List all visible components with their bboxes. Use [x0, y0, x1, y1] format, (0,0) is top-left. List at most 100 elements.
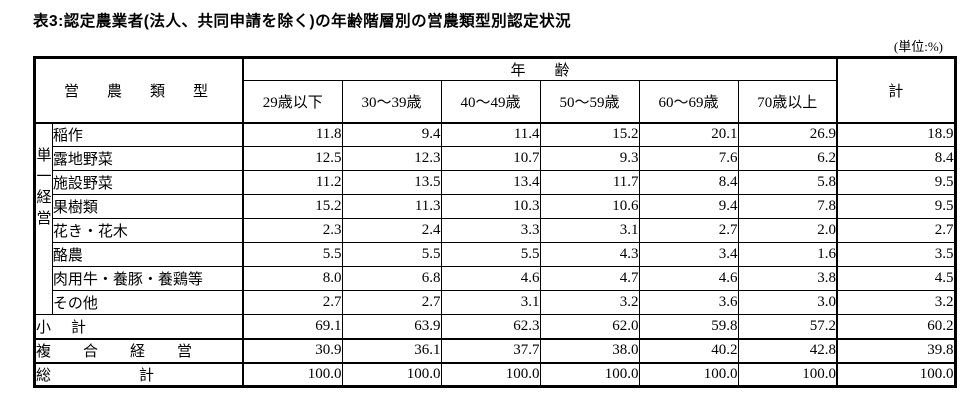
- value-cell: 8.4: [638, 170, 739, 195]
- value-cell: 5.8: [737, 170, 838, 195]
- table-row-other: その他 2.7 2.7 3.1 3.2 3.6 3.0 3.2: [35, 290, 956, 315]
- row-label: 果樹類: [51, 194, 244, 219]
- value-cell: 18.9: [836, 121, 956, 147]
- header-row-top: 営農類型 年齢 計: [34, 57, 956, 123]
- value-cell: 100.0: [341, 361, 442, 387]
- value-cell: 5.5: [242, 242, 343, 267]
- value-cell: 100.0: [737, 361, 838, 387]
- value-cell: 9.4: [638, 194, 739, 219]
- value-cell: 69.1: [242, 314, 343, 339]
- value-cell: 36.1: [341, 337, 442, 363]
- row-label: 露地野菜: [51, 146, 244, 171]
- farming-type-header: 営農類型: [34, 57, 244, 123]
- value-cell: 2.0: [737, 218, 838, 243]
- value-cell: 39.8: [836, 337, 956, 363]
- value-cell: 100.0: [539, 361, 640, 387]
- value-cell: 60.2: [836, 314, 956, 339]
- table-row-greenhouse-vegetables: 施設野菜 11.2 13.5 13.4 11.7 8.4 5.8 9.5: [35, 170, 956, 195]
- table-row-rice: 単 一 経 営 稲作 11.8 9.4 11.4 15.2 20.1 26.9 …: [34, 121, 956, 315]
- value-cell: 63.9: [341, 314, 442, 339]
- row-label: 肉用牛・養豚・養鶏等: [51, 266, 244, 291]
- value-cell: 3.0: [737, 290, 838, 315]
- value-cell: 37.7: [440, 337, 541, 363]
- value-cell: 3.1: [440, 290, 541, 315]
- value-cell: 30.9: [242, 337, 343, 363]
- table-row-composite-management: 複合経営 30.9 36.1 37.7 38.0 40.2 42.8 39.8: [34, 337, 956, 363]
- single-management-group-label: 単 一 経 営: [34, 121, 53, 315]
- value-cell: 42.8: [737, 337, 838, 363]
- value-cell: 9.5: [836, 194, 956, 219]
- composite-management-label: 複合経営: [34, 337, 244, 363]
- value-cell: 4.6: [440, 266, 541, 291]
- value-cell: 4.5: [836, 266, 956, 291]
- table-row-open-field-vegetables: 露地野菜 12.5 12.3 10.7 9.3 7.6 6.2 8.4: [35, 146, 956, 171]
- value-cell: 15.2: [539, 121, 640, 147]
- row-label: その他: [51, 290, 244, 315]
- certification-status-table: 営農類型 年齢 計 29歳以下 30〜39歳 40〜49歳 50〜59歳 60〜…: [33, 56, 957, 388]
- age-column-header: 29歳以下: [242, 80, 343, 124]
- value-cell: 4.3: [539, 242, 640, 267]
- value-cell: 20.1: [638, 121, 739, 147]
- value-cell: 4.6: [638, 266, 739, 291]
- value-cell: 57.2: [737, 314, 838, 339]
- value-cell: 59.8: [638, 314, 739, 339]
- value-cell: 4.7: [539, 266, 640, 291]
- value-cell: 100.0: [638, 361, 739, 387]
- value-cell: 1.6: [737, 242, 838, 267]
- value-cell: 100.0: [440, 361, 541, 387]
- value-cell: 26.9: [737, 121, 838, 147]
- age-column-header: 60〜69歳: [638, 80, 739, 124]
- value-cell: 2.7: [242, 290, 343, 315]
- value-cell: 40.2: [638, 337, 739, 363]
- total-column-header: 計: [836, 57, 956, 123]
- table-row-fruit-trees: 果樹類 15.2 11.3 10.3 10.6 9.4 7.8 9.5: [35, 194, 956, 219]
- header-row-ages: 29歳以下 30〜39歳 40〜49歳 50〜59歳 60〜69歳 70歳以上: [35, 80, 956, 124]
- value-cell: 2.7: [341, 290, 442, 315]
- value-cell: 9.4: [341, 121, 442, 147]
- document-title: 表3:認定農業者(法人、共同申請を除く)の年齢階層別の営農類型別認定状況: [33, 13, 572, 30]
- value-cell: 2.4: [341, 218, 442, 243]
- subtotal-label: 小計: [34, 314, 244, 339]
- value-cell: 3.5: [836, 242, 956, 267]
- age-column-header: 40〜49歳: [440, 80, 541, 124]
- value-cell: 3.4: [638, 242, 739, 267]
- value-cell: 12.3: [341, 146, 442, 171]
- table-row-grand-total: 総計 100.0 100.0 100.0 100.0 100.0 100.0 1…: [34, 361, 956, 387]
- value-cell: 5.5: [341, 242, 442, 267]
- value-cell: 38.0: [539, 337, 640, 363]
- value-cell: 2.7: [836, 218, 956, 243]
- value-cell: 100.0: [242, 361, 343, 387]
- value-cell: 3.3: [440, 218, 541, 243]
- unit-note: (単位:%): [893, 39, 943, 54]
- age-column-header: 50〜59歳: [539, 80, 640, 124]
- value-cell: 62.3: [440, 314, 541, 339]
- table-row-subtotal: 小計 69.1 63.9 62.3 62.0 59.8 57.2 60.2: [34, 314, 956, 339]
- table-row-flowers: 花き・花木 2.3 2.4 3.3 3.1 2.7 2.0 2.7: [35, 218, 956, 243]
- value-cell: 3.6: [638, 290, 739, 315]
- table-row-dairy: 酪農 5.5 5.5 5.5 4.3 3.4 1.6 3.5: [35, 242, 956, 267]
- value-cell: 2.7: [638, 218, 739, 243]
- value-cell: 10.7: [440, 146, 541, 171]
- value-cell: 5.5: [440, 242, 541, 267]
- table-row-beef-pig-poultry: 肉用牛・養豚・養鶏等 8.0 6.8 4.6 4.7 4.6 3.8 4.5: [35, 266, 956, 291]
- value-cell: 11.4: [440, 121, 541, 147]
- row-label: 施設野菜: [51, 170, 244, 195]
- value-cell: 10.3: [440, 194, 541, 219]
- row-label: 稲作: [51, 121, 244, 147]
- value-cell: 3.1: [539, 218, 640, 243]
- value-cell: 6.2: [737, 146, 838, 171]
- value-cell: 11.8: [242, 121, 343, 147]
- value-cell: 7.6: [638, 146, 739, 171]
- age-group-header: 年齢: [242, 57, 838, 81]
- value-cell: 11.3: [341, 194, 442, 219]
- row-label: 花き・花木: [51, 218, 244, 243]
- value-cell: 8.4: [836, 146, 956, 171]
- value-cell: 3.8: [737, 266, 838, 291]
- value-cell: 100.0: [836, 361, 956, 387]
- value-cell: 7.8: [737, 194, 838, 219]
- value-cell: 11.2: [242, 170, 343, 195]
- value-cell: 9.5: [836, 170, 956, 195]
- grand-total-label: 総計: [34, 361, 244, 387]
- value-cell: 62.0: [539, 314, 640, 339]
- age-column-header: 30〜39歳: [341, 80, 442, 124]
